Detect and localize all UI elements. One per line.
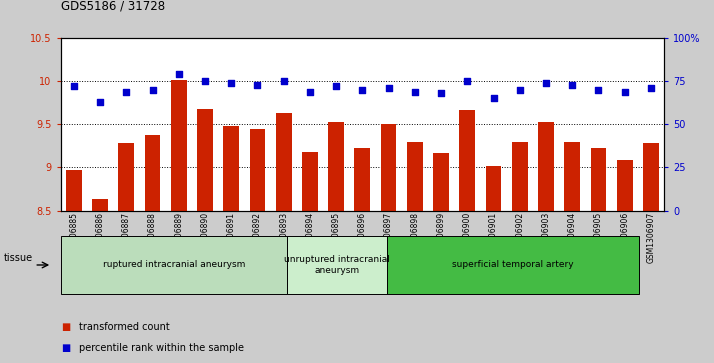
Bar — [119, 143, 134, 211]
Bar — [433, 153, 449, 211]
Point — [252, 82, 263, 87]
Point — [593, 87, 604, 93]
Text: unruptured intracranial
aneurysm: unruptured intracranial aneurysm — [284, 255, 390, 275]
Bar — [354, 148, 371, 211]
Point — [173, 72, 184, 77]
Bar — [407, 142, 423, 211]
Point — [409, 89, 421, 94]
Point — [68, 83, 79, 89]
Point — [514, 87, 526, 93]
Bar — [512, 142, 528, 211]
Point — [331, 83, 342, 89]
Point — [540, 80, 552, 86]
Bar — [145, 135, 161, 211]
Text: percentile rank within the sample: percentile rank within the sample — [79, 343, 243, 354]
Point — [199, 78, 211, 84]
Point — [147, 87, 159, 93]
Bar — [328, 122, 344, 211]
Text: tissue: tissue — [4, 253, 33, 263]
Point — [356, 87, 368, 93]
Point — [383, 85, 394, 91]
Bar — [486, 166, 501, 211]
Point — [94, 99, 106, 105]
Bar — [538, 122, 554, 211]
Bar — [302, 152, 318, 211]
Text: GDS5186 / 31728: GDS5186 / 31728 — [61, 0, 165, 13]
Bar — [92, 199, 108, 211]
Point — [226, 80, 237, 86]
Bar — [643, 143, 659, 211]
Bar — [590, 148, 606, 211]
Point — [304, 89, 316, 94]
Point — [566, 82, 578, 87]
Point — [121, 89, 132, 94]
Point — [436, 90, 447, 96]
Point — [278, 78, 289, 84]
Point — [461, 78, 473, 84]
Text: ■: ■ — [61, 343, 70, 354]
Bar — [564, 142, 580, 211]
Bar — [171, 80, 186, 211]
Bar — [459, 110, 475, 211]
Bar — [66, 170, 81, 211]
Point — [645, 85, 657, 91]
Text: superficial temporal artery: superficial temporal artery — [453, 261, 574, 269]
Point — [488, 95, 499, 101]
Bar — [250, 129, 266, 211]
Bar — [381, 124, 396, 211]
Bar — [617, 160, 633, 211]
Bar — [276, 113, 291, 211]
Point — [619, 89, 630, 94]
Text: ruptured intracranial aneurysm: ruptured intracranial aneurysm — [103, 261, 245, 269]
Text: transformed count: transformed count — [79, 322, 169, 332]
Bar — [223, 126, 239, 211]
Text: ■: ■ — [61, 322, 70, 332]
Bar — [197, 109, 213, 211]
